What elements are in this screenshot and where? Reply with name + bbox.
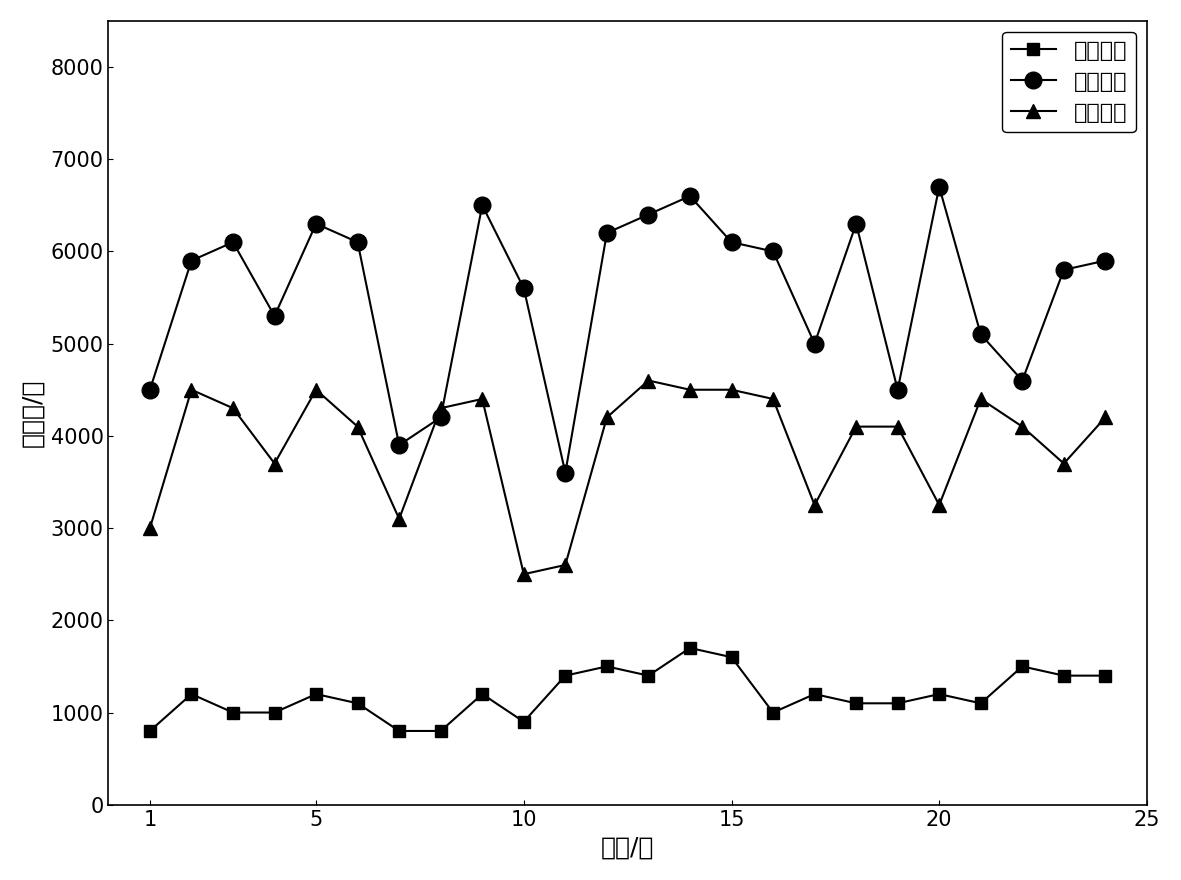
- 第一车道: [1016, 661, 1030, 671]
- 第一车道: [766, 708, 781, 718]
- 第一车道: [433, 726, 448, 737]
- Line: 第二车道: 第二车道: [142, 179, 1114, 481]
- 第三车道: [309, 385, 324, 395]
- 第二车道: [559, 467, 573, 478]
- 第一车道: [890, 698, 905, 708]
- 第二车道: [184, 255, 198, 266]
- Legend: 第一车道, 第二车道, 第三车道: 第一车道, 第二车道, 第三车道: [1003, 32, 1136, 132]
- 第一车道: [517, 716, 531, 727]
- 第三车道: [808, 500, 822, 510]
- 第三车道: [766, 393, 781, 404]
- 第三车道: [184, 385, 198, 395]
- 第三车道: [475, 393, 489, 404]
- 第一车道: [309, 689, 324, 700]
- 第三车道: [1098, 412, 1113, 422]
- 第二车道: [600, 228, 614, 238]
- 第三车道: [849, 422, 863, 432]
- 第三车道: [890, 422, 905, 432]
- 第一车道: [267, 708, 281, 718]
- 第三车道: [267, 458, 281, 469]
- 第三车道: [1057, 458, 1071, 469]
- Line: 第三车道: 第三车道: [143, 374, 1113, 581]
- 第一车道: [641, 671, 655, 681]
- 第二车道: [724, 237, 738, 247]
- 第三车道: [973, 393, 987, 404]
- 第一车道: [1098, 671, 1113, 681]
- 第一车道: [559, 671, 573, 681]
- 第二车道: [267, 311, 281, 321]
- Line: 第一车道: 第一车道: [144, 642, 1111, 737]
- 第三车道: [1016, 422, 1030, 432]
- 第三车道: [932, 500, 946, 510]
- 第二车道: [475, 200, 489, 210]
- 第一车道: [1057, 671, 1071, 681]
- 第二车道: [641, 209, 655, 220]
- 第二车道: [683, 191, 697, 202]
- 第一车道: [351, 698, 365, 708]
- 第二车道: [226, 237, 240, 247]
- 第一车道: [808, 689, 822, 700]
- 第一车道: [849, 698, 863, 708]
- 第三车道: [724, 385, 738, 395]
- X-axis label: 时间/天: 时间/天: [601, 835, 654, 859]
- 第二车道: [517, 283, 531, 294]
- 第二车道: [433, 412, 448, 422]
- 第二车道: [766, 246, 781, 257]
- 第二车道: [143, 385, 157, 395]
- 第二车道: [932, 181, 946, 192]
- 第三车道: [517, 568, 531, 579]
- 第三车道: [641, 375, 655, 385]
- 第一车道: [475, 689, 489, 700]
- 第一车道: [932, 689, 946, 700]
- 第三车道: [600, 412, 614, 422]
- 第二车道: [351, 237, 365, 247]
- 第一车道: [184, 689, 198, 700]
- 第三车道: [392, 514, 406, 524]
- 第二车道: [392, 440, 406, 451]
- 第三车道: [351, 422, 365, 432]
- 第一车道: [392, 726, 406, 737]
- 第三车道: [559, 560, 573, 570]
- 第二车道: [1098, 255, 1113, 266]
- 第二车道: [808, 338, 822, 348]
- 第二车道: [849, 218, 863, 229]
- 第三车道: [143, 523, 157, 533]
- 第二车道: [1057, 265, 1071, 275]
- 第一车道: [973, 698, 987, 708]
- 第一车道: [226, 708, 240, 718]
- 第二车道: [973, 329, 987, 340]
- 第一车道: [683, 642, 697, 653]
- 第一车道: [724, 652, 738, 663]
- 第三车道: [226, 403, 240, 414]
- 第三车道: [683, 385, 697, 395]
- 第三车道: [433, 403, 448, 414]
- Y-axis label: 车流量/辆: 车流量/辆: [21, 378, 45, 447]
- 第二车道: [890, 385, 905, 395]
- 第二车道: [309, 218, 324, 229]
- 第二车道: [1016, 375, 1030, 385]
- 第一车道: [600, 661, 614, 671]
- 第一车道: [143, 726, 157, 737]
